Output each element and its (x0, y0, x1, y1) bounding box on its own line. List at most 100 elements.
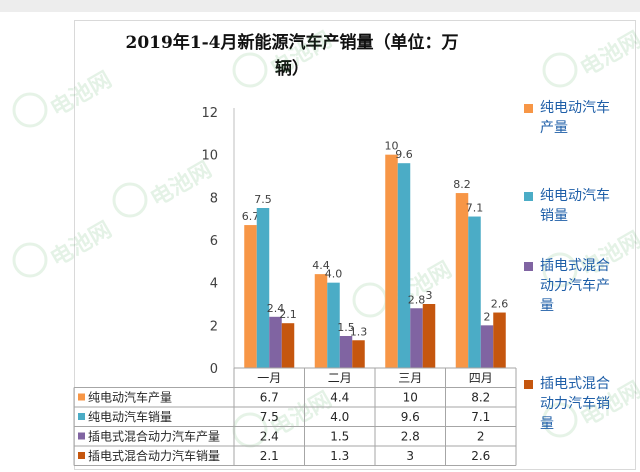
watermark-logo-4 (352, 282, 388, 318)
data-label: 4.4 (312, 259, 330, 272)
table-row-swatch (78, 393, 85, 401)
table-cell: 7.1 (471, 410, 490, 424)
bar (269, 316, 282, 368)
data-label: 1.3 (350, 325, 368, 338)
y-tick-label: 6 (210, 234, 218, 249)
bar (339, 336, 353, 368)
y-tick-label: 2 (210, 319, 218, 334)
top-bar (0, 0, 640, 12)
legend-label-1-line-1: 销量 (540, 208, 568, 224)
table-cell: 4.4 (330, 391, 349, 405)
bar (455, 193, 469, 368)
watermark-logo-1 (232, 52, 268, 88)
table-cell: 2.6 (471, 449, 490, 463)
watermark-logo-7 (542, 402, 578, 438)
legend-label-0-line-0: 纯电动汽车 (540, 100, 610, 116)
legend-label-0-line-1: 产量 (540, 120, 568, 136)
bar (480, 325, 494, 368)
data-label: 1.5 (337, 321, 355, 334)
x-tick-label: 二月 (328, 371, 352, 385)
table-row-swatch (78, 432, 85, 440)
y-tick-label: 0 (210, 362, 218, 377)
bar (468, 216, 481, 368)
table-row-swatch (78, 452, 85, 459)
y-tick-label: 8 (210, 191, 218, 206)
table-cell: 2.1 (260, 449, 279, 463)
table-cell: 2.4 (260, 430, 279, 444)
y-tick-label: 4 (210, 277, 218, 292)
chart-title-line-1: 2019年1-4月新能源汽车产销量（单位：万 (125, 33, 459, 53)
data-label: 9.6 (395, 148, 413, 161)
legend-label-3-line-0: 插电式混合 (540, 376, 610, 392)
table-cell: 10 (403, 391, 418, 405)
legend-label-2-line-2: 量 (540, 298, 554, 314)
table-cell: 8.2 (471, 391, 490, 405)
watermark-logo-5 (542, 52, 578, 88)
bar (422, 304, 436, 368)
x-tick-label: 四月 (469, 371, 493, 385)
data-label: 4.0 (325, 268, 343, 281)
data-label: 2.6 (491, 298, 509, 311)
legend-label-2-line-1: 动力汽车产 (540, 278, 610, 294)
legend-label-1: 纯电动汽车 销量 (540, 186, 632, 226)
table-cell: 2.8 (401, 430, 420, 444)
x-tick-label: 一月 (257, 371, 281, 385)
y-tick-label: 12 (201, 106, 218, 121)
table-cell: 7.5 (260, 410, 279, 424)
bar (397, 163, 411, 368)
table-cell: 1.3 (330, 449, 349, 463)
legend-label-3: 插电式混合 动力汽车销 量 (540, 374, 632, 434)
bar (281, 323, 295, 368)
table-cell: 1.5 (330, 430, 349, 444)
bar (493, 312, 506, 368)
watermark-logo-0 (12, 92, 48, 128)
watermark-text-0: 电池网 (47, 67, 117, 122)
watermark-logo-2 (12, 242, 48, 278)
chart-frame (74, 20, 636, 470)
bar (244, 225, 257, 368)
table-row-label: 纯电动汽车销量 (88, 409, 172, 424)
watermark-text-2: 电池网 (47, 217, 117, 272)
legend-swatch-2 (524, 262, 533, 271)
bar (410, 308, 423, 368)
data-label: 6.7 (242, 210, 260, 223)
legend-label-2-line-0: 插电式混合 (540, 258, 610, 274)
watermark-text-5: 电池网 (577, 27, 640, 82)
table-cell: 2 (477, 430, 485, 444)
x-tick-label: 三月 (398, 371, 422, 385)
legend-label-2: 插电式混合 动力汽车产 量 (540, 256, 632, 316)
watermark-text-3: 电池网 (147, 157, 217, 212)
bar (385, 154, 398, 368)
data-label: 2.4 (267, 302, 285, 315)
chart-title: 2019年1-4月新能源汽车产销量（单位：万 辆） (112, 30, 472, 82)
legend-swatch-0 (524, 104, 533, 113)
table-row-label: 插电式混合动力汽车产量 (88, 429, 220, 444)
data-label: 7.1 (466, 202, 484, 215)
legend-label-3-line-2: 量 (540, 416, 554, 432)
bar (327, 282, 340, 368)
watermark-logo-6 (542, 252, 578, 288)
table-cell: 3 (406, 449, 414, 463)
table-cell: 6.7 (260, 391, 279, 405)
data-label: 3 (426, 289, 433, 302)
legend-label-0: 纯电动汽车 产量 (540, 98, 632, 138)
table-cell: 9.6 (401, 410, 420, 424)
chart-title-line-2: 辆） (275, 59, 309, 79)
table-cell: 4.0 (330, 410, 349, 424)
legend-swatch-3 (524, 380, 533, 389)
table-row-swatch (78, 413, 85, 420)
bar (352, 340, 365, 368)
table-row-label: 插电式混合动力汽车销量 (88, 448, 220, 463)
y-tick-label: 10 (201, 149, 218, 164)
table-row-label: 纯电动汽车产量 (88, 390, 172, 405)
legend-swatch-1 (524, 192, 533, 201)
data-label: 2.1 (279, 308, 297, 321)
data-label: 2.8 (408, 293, 426, 306)
bar (256, 208, 270, 368)
data-label: 8.2 (453, 178, 471, 191)
watermark-logo-3 (112, 182, 148, 218)
legend-label-1-line-0: 纯电动汽车 (540, 188, 610, 204)
watermark-text-1: 电池网 (267, 27, 337, 82)
bar (314, 274, 328, 368)
legend-label-3-line-1: 动力汽车销 (540, 396, 610, 412)
